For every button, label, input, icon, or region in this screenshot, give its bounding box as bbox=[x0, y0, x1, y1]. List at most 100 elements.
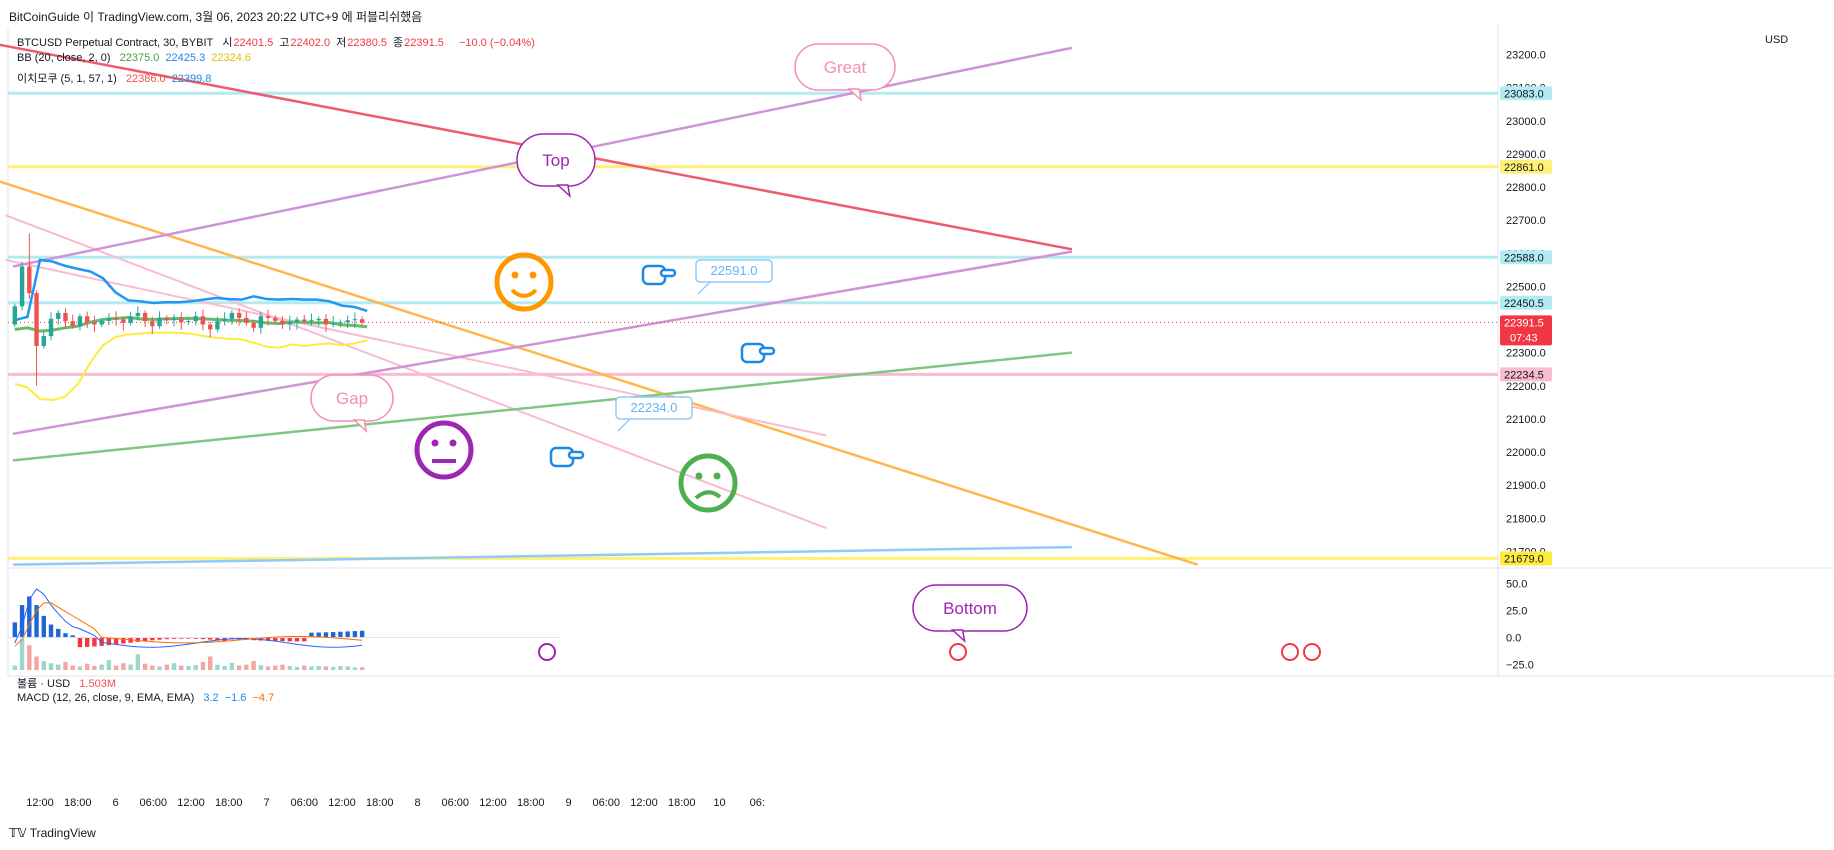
bottom-annotation-text: Bottom bbox=[943, 599, 997, 618]
volume-bar bbox=[186, 665, 191, 670]
ichimoku-a-value: 22386.0 bbox=[125, 73, 166, 85]
macd-histogram-bar bbox=[150, 637, 155, 641]
macd-histogram-bar bbox=[135, 637, 141, 642]
candle-body bbox=[63, 312, 68, 322]
macd-histogram-bar bbox=[63, 633, 68, 638]
volume-label[interactable]: 볼륨 · USD bbox=[17, 678, 71, 690]
volume-legend[interactable]: 볼륨 · USD 1.503M bbox=[17, 675, 122, 691]
macd-histogram-bar bbox=[77, 637, 83, 648]
symbol-legend[interactable]: BTCUSD Perpetual Contract, 30, BYBIT 시22… bbox=[17, 34, 541, 50]
bb-upper-value: 22425.3 bbox=[165, 52, 206, 64]
price-tag-label: 22588.0 bbox=[1504, 252, 1544, 264]
trendline bbox=[12, 545, 1072, 566]
price-tag-label: 22391.5 bbox=[1504, 317, 1544, 329]
macd-histogram-bar bbox=[345, 631, 350, 638]
price-tick-label: 22300.0 bbox=[1506, 348, 1546, 360]
happy-face-icon-eye bbox=[529, 271, 537, 279]
candle-body bbox=[287, 322, 292, 325]
sad-face-icon bbox=[678, 453, 738, 513]
time-tick-label: 06:00 bbox=[290, 797, 318, 809]
price-tag-label: 22234.5 bbox=[1504, 369, 1544, 381]
volume-bar bbox=[287, 665, 292, 670]
candle-body bbox=[171, 318, 177, 321]
time-tick-label: 6 bbox=[112, 797, 118, 809]
hand-pointer-down-icon-finger bbox=[659, 268, 677, 278]
volume-bar bbox=[41, 661, 46, 670]
macd-histogram-bar bbox=[171, 637, 177, 639]
price-tick-label: 22900.0 bbox=[1506, 149, 1546, 161]
price-tick-label: 22500.0 bbox=[1506, 281, 1546, 293]
bb-label[interactable]: BB (20, close, 2, 0) bbox=[17, 52, 111, 64]
candle-body bbox=[128, 316, 133, 323]
candle-body bbox=[34, 293, 39, 347]
volume-bar bbox=[316, 665, 321, 670]
trendline bbox=[0, 180, 1199, 566]
price-tick-label: 22000.0 bbox=[1506, 447, 1546, 459]
volume-bar bbox=[128, 664, 133, 670]
bb-basis-line bbox=[14, 316, 368, 333]
volume-bar bbox=[150, 665, 155, 670]
volume-bar bbox=[294, 666, 300, 670]
volume-bar bbox=[302, 665, 307, 670]
ohlc-value-3: 22391.5 bbox=[404, 37, 444, 49]
macd-histogram-bar bbox=[186, 637, 191, 639]
symbol-name[interactable]: BTCUSD Perpetual Contract, 30, BYBIT bbox=[17, 37, 214, 49]
price-tick-label: 22800.0 bbox=[1506, 182, 1546, 194]
macd-histogram-bar bbox=[113, 637, 119, 645]
candle-body bbox=[207, 324, 213, 330]
volume-bar bbox=[164, 664, 169, 670]
candle-body bbox=[244, 317, 249, 323]
time-tick-label: 18:00 bbox=[517, 797, 545, 809]
volume-bar bbox=[106, 660, 112, 670]
candle-body bbox=[41, 336, 46, 347]
time-tick-label: 18:00 bbox=[64, 797, 92, 809]
volume-bar bbox=[56, 664, 61, 670]
volume-bar bbox=[229, 662, 235, 670]
candle-body bbox=[193, 316, 198, 322]
time-tick-label: 12:00 bbox=[479, 797, 507, 809]
callout-1-text: 22591.0 bbox=[711, 263, 758, 278]
macd-histogram-bar bbox=[56, 628, 61, 638]
volume-bar bbox=[121, 663, 126, 670]
price-tag-label: 22861.0 bbox=[1504, 162, 1544, 174]
macd-tick-label: 50.0 bbox=[1506, 578, 1527, 590]
price-tick-label: 21900.0 bbox=[1506, 480, 1546, 492]
trendline bbox=[12, 250, 1073, 436]
macd-histogram-bar bbox=[338, 631, 343, 638]
volume-bar bbox=[84, 663, 90, 670]
macd-label[interactable]: MACD (12, 26, close, 9, EMA, EMA) bbox=[17, 692, 195, 704]
tradingview-brand[interactable]: 𝕋𝕍 TradingView bbox=[9, 826, 96, 840]
price-tag bbox=[1500, 86, 1552, 101]
bb-basis-value: 22375.0 bbox=[119, 52, 160, 64]
neutral-face-icon-eye bbox=[431, 439, 439, 447]
price-change: −10.0 (−0.04%) bbox=[458, 37, 535, 49]
trendline bbox=[5, 258, 827, 437]
candle-body bbox=[106, 317, 112, 321]
candle-body bbox=[236, 312, 242, 318]
gap-annotation-text: Gap bbox=[336, 389, 368, 408]
candle-body bbox=[352, 319, 358, 321]
volume-bar bbox=[200, 661, 206, 670]
candle-body bbox=[265, 316, 271, 318]
macd-histogram-bar bbox=[294, 637, 300, 642]
volume-bar bbox=[70, 665, 75, 670]
candle-body bbox=[113, 317, 119, 320]
volume-bar bbox=[215, 664, 220, 670]
macd-histogram-bar bbox=[193, 637, 198, 639]
ichimoku-label[interactable]: 이치모쿠 (5, 1, 57, 1) bbox=[17, 73, 117, 85]
price-tag bbox=[1500, 250, 1552, 265]
macd-histogram-bar bbox=[41, 615, 46, 638]
macd-legend[interactable]: MACD (12, 26, close, 9, EMA, EMA) 3.2 −1… bbox=[17, 692, 280, 704]
volume-bar bbox=[19, 638, 25, 670]
event-marker-icon bbox=[538, 643, 556, 661]
sad-face-icon-eye bbox=[713, 472, 721, 480]
time-tick-label: 18:00 bbox=[668, 797, 696, 809]
volume-bar bbox=[338, 665, 343, 670]
bb-legend[interactable]: BB (20, close, 2, 0) 22375.0 22425.3 223… bbox=[17, 52, 257, 64]
volume-bar bbox=[27, 645, 32, 670]
candle-body bbox=[56, 312, 61, 319]
volume-value: 1.503M bbox=[79, 678, 117, 690]
ichimoku-legend[interactable]: 이치모쿠 (5, 1, 57, 1) 22386.0 22399.8 bbox=[17, 70, 217, 86]
volume-bar bbox=[142, 663, 148, 670]
